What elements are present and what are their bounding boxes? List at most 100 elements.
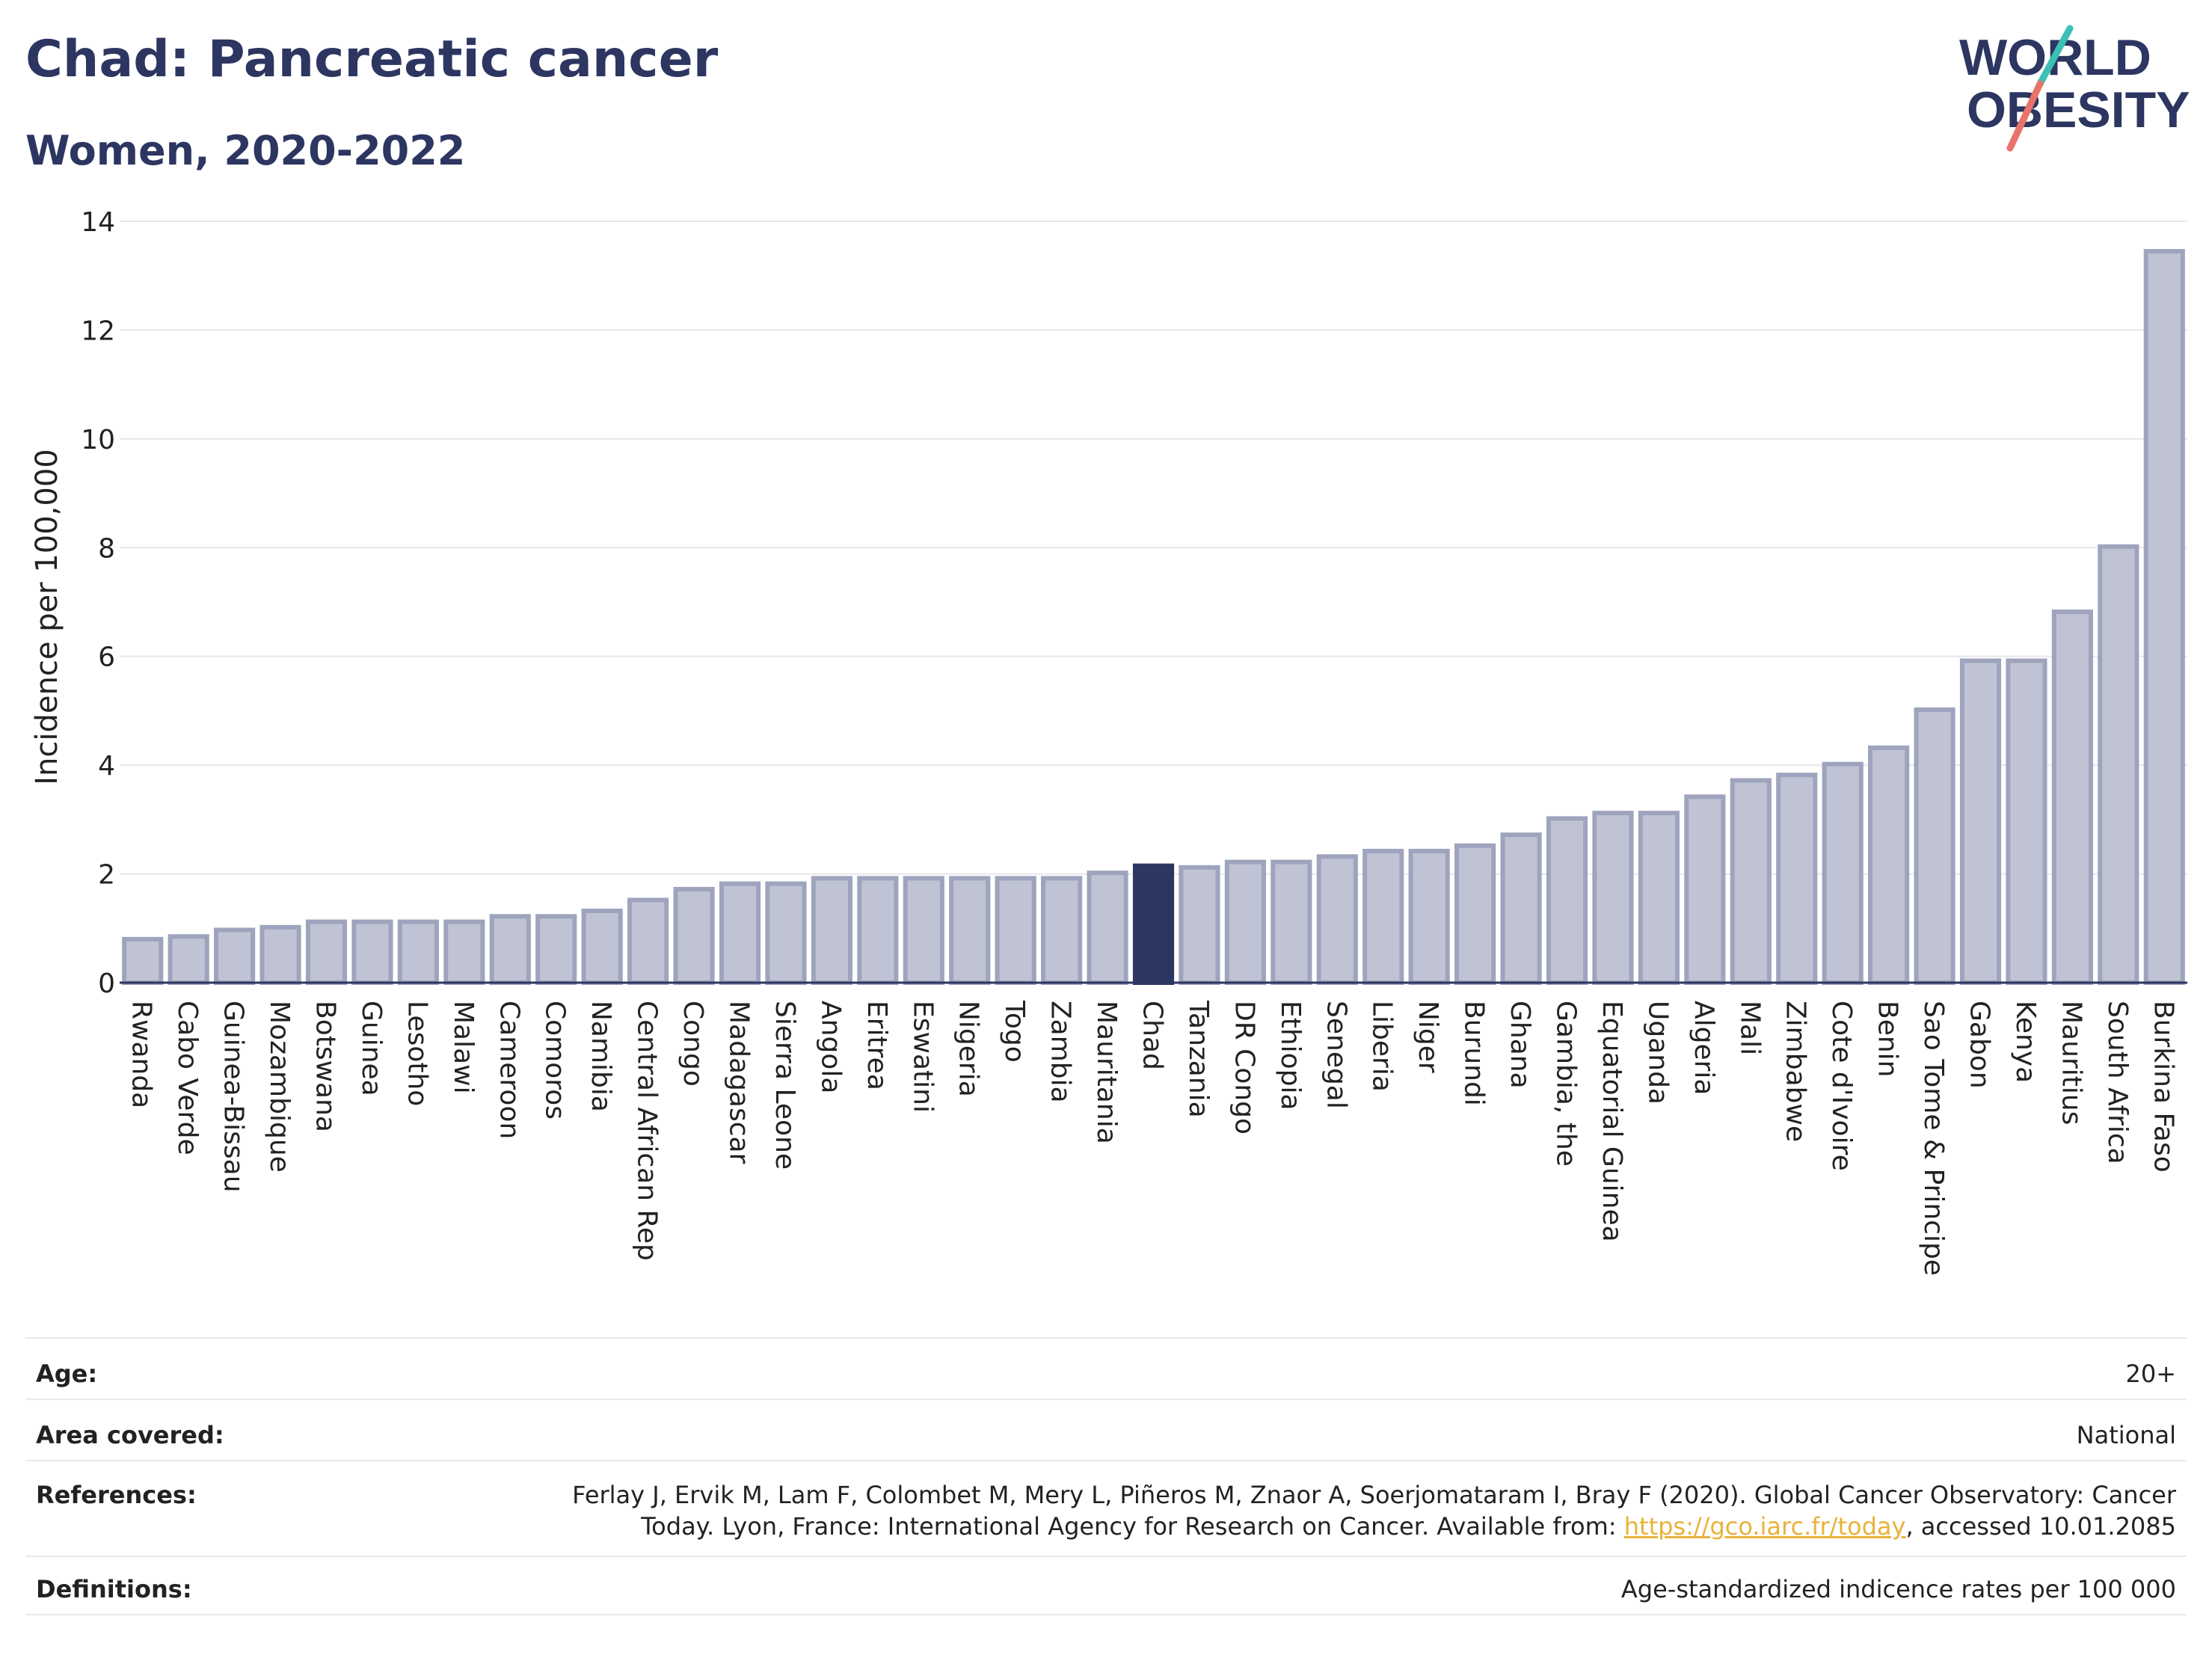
y-tick-label: 4 [98,751,115,782]
y-tick-label: 12 [81,316,115,346]
bar-sao-tome-principe [1914,707,1956,986]
x-tick-label: Equatorial Guinea [1597,1001,1627,1242]
x-tick-label: Mozambique [264,1001,295,1173]
area-label: Area covered: [36,1421,224,1449]
references-line-2-text: Today. Lyon, France: International Agenc… [641,1512,1624,1541]
bar-burkina-faso [2143,248,2185,985]
bars [122,248,2185,986]
x-tick-label: Uganda [1642,1001,1673,1105]
x-tick-label: DR Congo [1229,1001,1259,1134]
x-tick-label: Cabo Verde [172,1001,203,1155]
y-tick-label: 8 [98,533,115,564]
bar-chad [1132,863,1175,986]
bar-zimbabwe [1776,773,1818,986]
x-axis-labels: Rwanda Cabo Verde Guinea-Bissau Mozambique B… [126,1000,2179,1276]
bar-botswana [305,919,348,986]
age-value: 20+ [2125,1360,2176,1388]
bar-congo [673,886,715,985]
definitions-label: Definitions: [36,1575,192,1603]
x-tick-label: Benin [1872,1001,1903,1077]
x-tick-label: Burundi [1459,1001,1490,1106]
bar-sierra-leone [765,881,807,986]
x-tick-label: Chad [1137,1001,1168,1070]
bar-gambia-the [1546,816,1588,985]
y-axis-label: Incidence per 100,000 [30,449,64,785]
x-tick-label: Angola [815,1001,846,1093]
x-tick-label: Burkina Faso [2148,1001,2178,1173]
bar-nigeria [949,876,991,985]
bar-cameroon [489,914,531,985]
y-tick-label: 6 [98,642,115,673]
x-tick-label: Kenya [2010,1001,2041,1083]
bar-benin [1868,745,1910,985]
x-tick-label: Ethiopia [1275,1001,1306,1111]
divider [25,1556,2187,1557]
x-tick-label: Gabon [1964,1001,1995,1089]
x-tick-label: Mauritius [2056,1001,2086,1125]
definitions-value: Age-standardized indicence rates per 100… [1620,1575,2176,1603]
bar-namibia [581,909,623,985]
divider [25,1460,2187,1461]
x-tick-label: Togo [999,1000,1030,1063]
x-tick-label: Nigeria [953,1001,984,1097]
x-tick-label: Guinea-Bissau [218,1001,249,1193]
bar-zambia [1041,876,1083,985]
bar-rwanda [122,936,164,986]
x-tick-label: Eritrea [861,1001,892,1090]
x-tick-label: Algeria [1689,1001,1719,1096]
logo-slash-coral [2006,80,2044,152]
bar-tanzania [1179,865,1220,985]
bar-uganda [1638,811,1680,986]
divider [25,1614,2187,1615]
bar-kenya [2006,658,2047,985]
x-tick-label: Zambia [1045,1001,1076,1103]
x-tick-label: Cote d'Ivoire [1826,1001,1857,1171]
references-label: References: [36,1481,197,1509]
chart-title: Chad: Pancreatic cancer [25,30,719,89]
chart-subtitle: Women, 2020-2022 [25,127,466,174]
bar-equatorial-guinea [1592,811,1634,986]
bar-mali [1730,778,1772,985]
divider [25,1337,2187,1339]
x-tick-label: Rwanda [126,1001,157,1108]
bar-guinea [351,919,393,986]
x-tick-label: Eswatini [907,1001,938,1113]
bar-ethiopia [1271,859,1312,986]
x-tick-label: Tanzania [1183,1000,1214,1118]
references-link[interactable]: https://gco.iarc.fr/today [1623,1512,1906,1541]
bar-togo [995,876,1036,985]
bar-lesotho [397,919,439,986]
logo-slash-teal [2036,25,2074,87]
bar-angola [811,876,852,985]
divider [25,1398,2187,1400]
x-tick-label: Mauritania [1091,1001,1122,1144]
y-tick-label: 10 [81,425,115,455]
y-tick-label: 14 [81,207,115,238]
world-obesity-logo: WORLD OBESITY [1959,25,2190,152]
x-tick-label: Namibia [586,1001,616,1112]
x-tick-label: Niger [1413,1001,1443,1073]
x-tick-label: Botswana [310,1001,341,1132]
references-line-1: Ferlay J, Ervik M, Lam F, Colombet M, Me… [572,1481,2176,1509]
bar-liberia [1362,849,1404,985]
x-tick-label: Cameroon [494,1001,524,1139]
bar-gabon [1959,658,2002,985]
bar-niger [1408,849,1450,985]
bar-central-african-rep [627,897,669,985]
x-tick-label: Sao Tome & Principe [1918,1001,1949,1276]
x-tick-label: Mali [1734,1001,1765,1055]
y-tick-label: 0 [98,968,115,999]
y-tick-label: 2 [98,860,115,891]
x-tick-label: Comoros [540,1001,571,1120]
x-tick-label: Gambia, the [1551,1001,1582,1167]
references-line-2: Today. Lyon, France: International Agenc… [641,1512,2176,1541]
bar-malawi [443,919,485,986]
x-tick-label: Zimbabwe [1781,1001,1811,1142]
bar-cote-d-ivoire [1822,761,1864,986]
x-tick-label: Guinea [356,1001,387,1096]
bar-senegal [1316,854,1358,985]
bar-chart: 0 2 4 6 8 10 12 14 Rwanda Cabo Verde Guinea-Bissa… [30,207,2187,1276]
x-tick-label: Congo [678,1001,708,1087]
x-tick-label: Ghana [1505,1001,1535,1089]
x-tick-label: Sierra Leone [769,1001,800,1170]
